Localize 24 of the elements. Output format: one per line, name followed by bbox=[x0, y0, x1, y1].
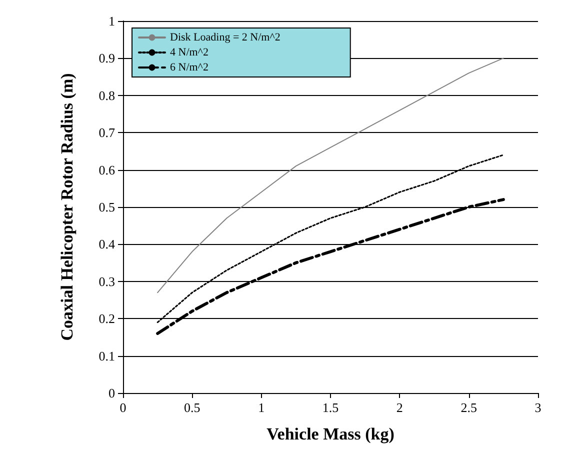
y-tick-label: 0.8 bbox=[98, 88, 115, 103]
y-tick-label: 1 bbox=[108, 14, 115, 28]
x-tick-label: 0.5 bbox=[184, 400, 200, 415]
y-tick-label: 0.3 bbox=[98, 274, 115, 289]
y-tick-label: 0.2 bbox=[98, 311, 115, 326]
x-tick-label: 1 bbox=[258, 400, 265, 415]
x-tick-label: 0 bbox=[120, 400, 126, 415]
x-tick-label: 2.5 bbox=[460, 400, 477, 415]
x-tick-label: 2 bbox=[396, 400, 403, 415]
legend-label: 4 N/m^2 bbox=[170, 46, 208, 58]
x-axis-title: Vehicle Mass (kg) bbox=[266, 424, 394, 444]
y-tick-label: 0.1 bbox=[98, 348, 115, 364]
y-tick-label: 0.9 bbox=[98, 50, 115, 66]
y-tick-label: 0.7 bbox=[98, 125, 116, 140]
y-tick-label: 0.4 bbox=[98, 236, 116, 252]
y-axis-title: Coaxial Helicopter Rotor Radius (m) bbox=[58, 73, 76, 341]
x-tick-label: 3 bbox=[534, 400, 542, 415]
line-series bbox=[157, 58, 504, 294]
y-tick-label: 0.5 bbox=[98, 200, 115, 214]
y-tick-label: 0 bbox=[108, 386, 115, 400]
x-tick-label: 1.5 bbox=[322, 400, 339, 415]
legend-label: 6 N/m^2 bbox=[170, 62, 208, 74]
legend-label: Disk Loading = 2 N/m^2 bbox=[170, 32, 280, 44]
y-tick-label: 0.6 bbox=[98, 162, 116, 178]
